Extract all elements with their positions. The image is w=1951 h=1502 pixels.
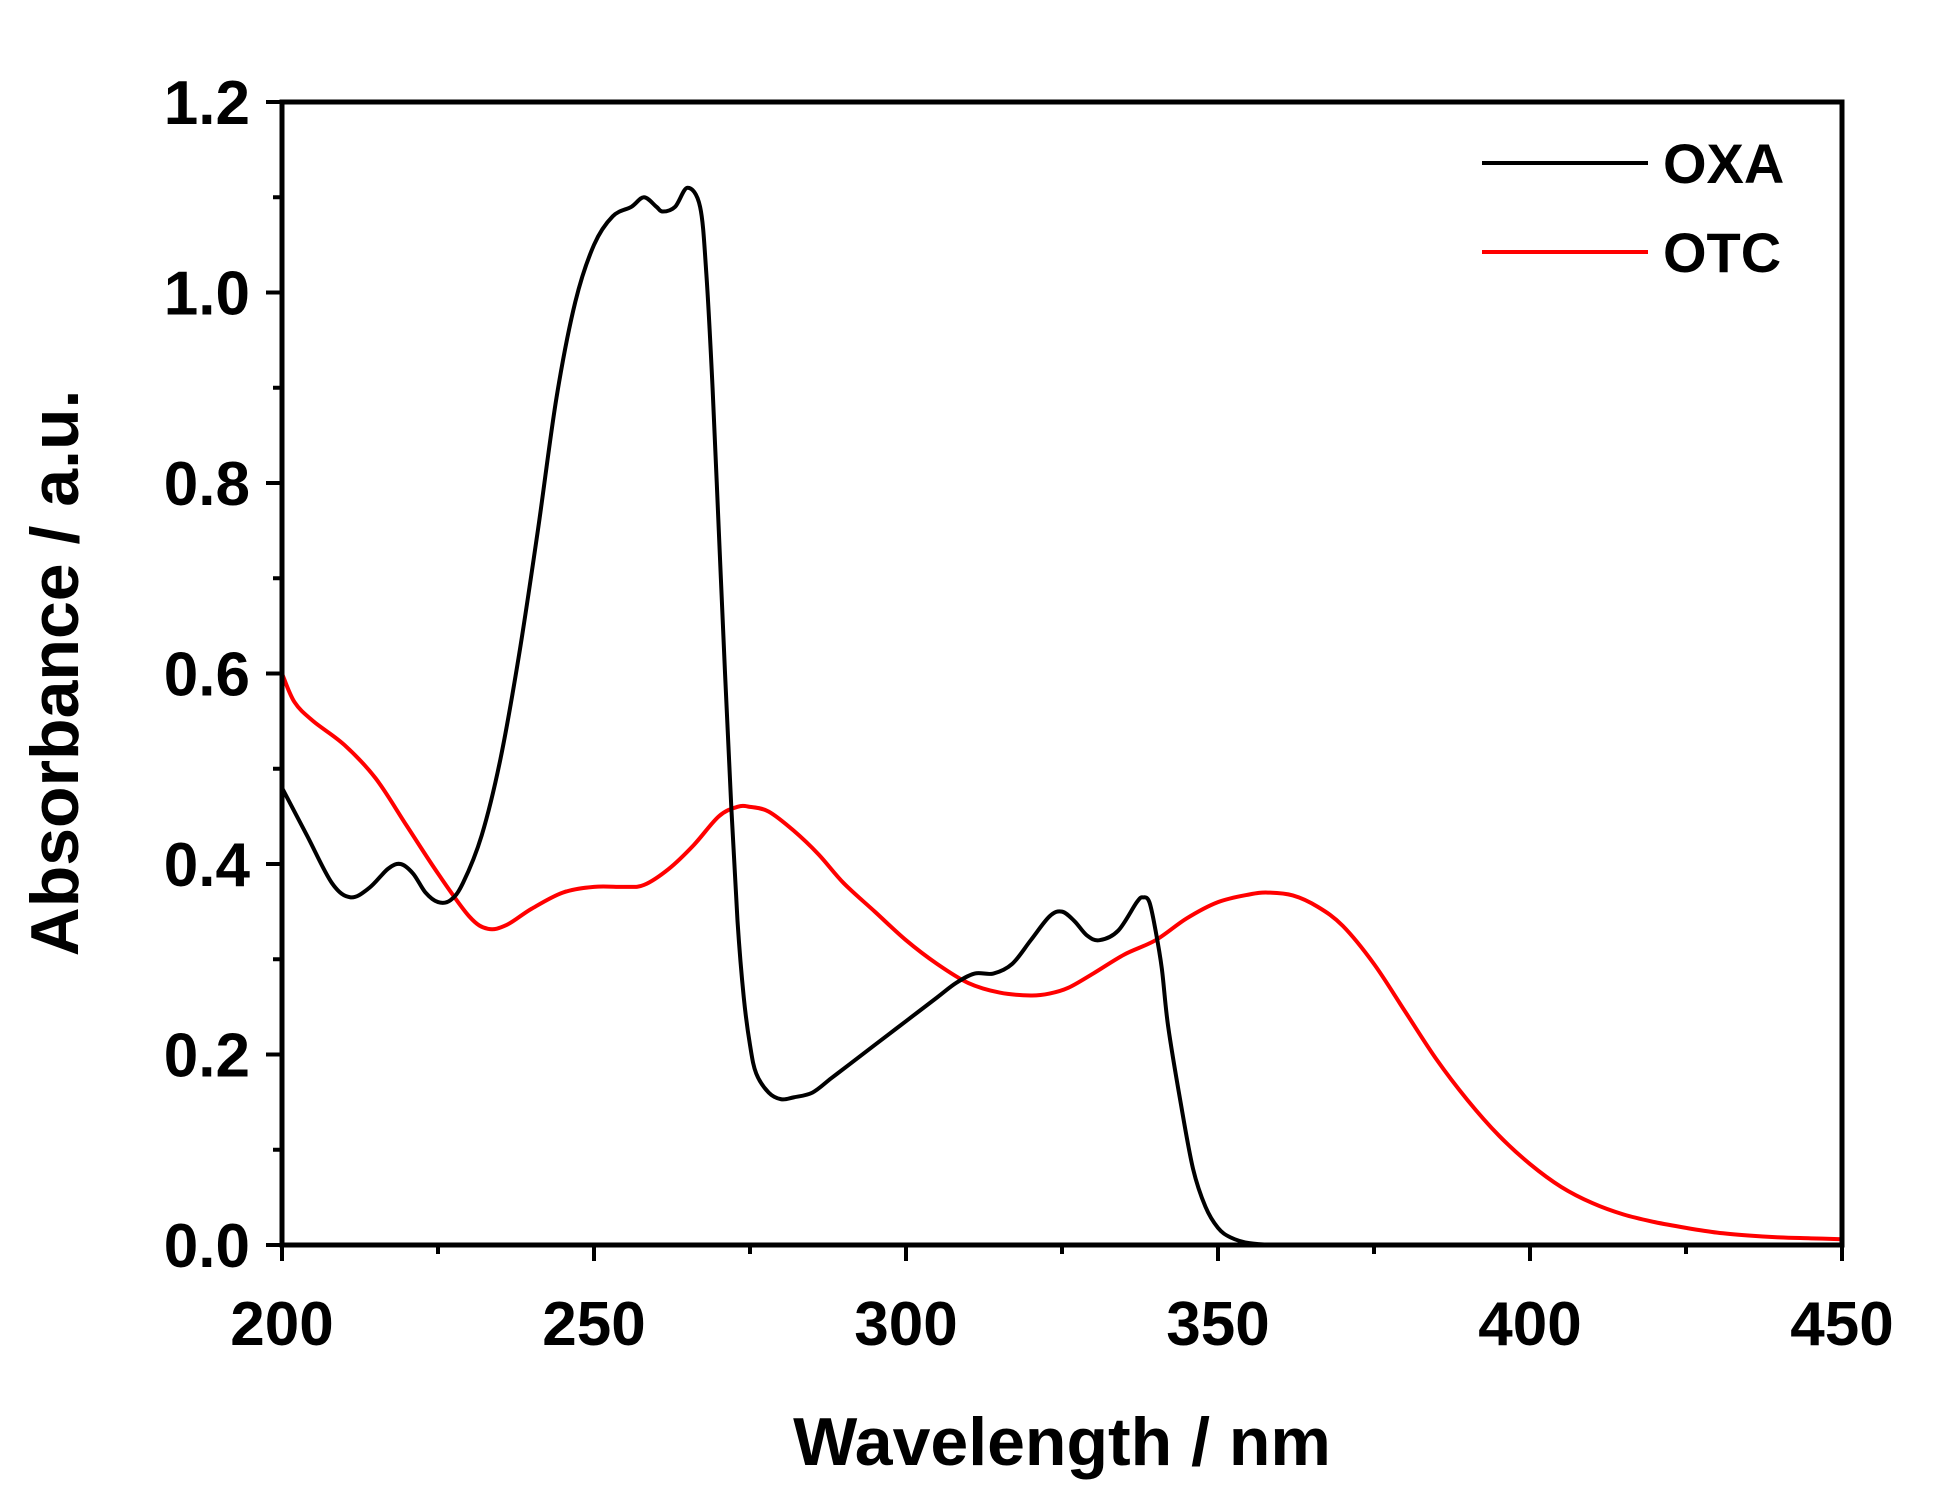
x-tick-label: 200 bbox=[230, 1290, 333, 1359]
plot-frame bbox=[279, 99, 1845, 1248]
series-line-oxa bbox=[280, 185, 1345, 1248]
x-tick-label: 350 bbox=[1166, 1290, 1269, 1359]
series-line-otc bbox=[280, 671, 1844, 1242]
legend-label-otc: OTC bbox=[1663, 221, 1781, 284]
y-tick-label: 1.2 bbox=[164, 69, 250, 138]
y-tick-label: 0.0 bbox=[164, 1212, 250, 1281]
y-axis-title: Absorbance / a.u. bbox=[17, 390, 93, 957]
legend: OXA OTC bbox=[1482, 132, 1784, 284]
x-tick-label: 400 bbox=[1478, 1290, 1581, 1359]
axis-ticks bbox=[266, 100, 1844, 1261]
legend-label-oxa: OXA bbox=[1663, 132, 1784, 195]
plot-area bbox=[280, 185, 1844, 1248]
y-tick-label: 0.4 bbox=[164, 831, 251, 900]
y-tick-label: 0.2 bbox=[164, 1022, 250, 1091]
y-tick-label: 0.6 bbox=[164, 641, 250, 710]
y-tick-label: 1.0 bbox=[164, 260, 250, 329]
x-tick-labels: 200 250 300 350 400 450 bbox=[230, 1290, 1893, 1359]
y-tick-label: 0.8 bbox=[164, 450, 250, 519]
x-tick-label: 300 bbox=[854, 1290, 957, 1359]
x-tick-label: 250 bbox=[542, 1290, 645, 1359]
x-axis-title: Wavelength / nm bbox=[793, 1404, 1331, 1480]
y-tick-labels: 0.0 0.2 0.4 0.6 0.8 1.0 1.2 bbox=[164, 69, 251, 1281]
x-tick-label: 450 bbox=[1790, 1290, 1893, 1359]
